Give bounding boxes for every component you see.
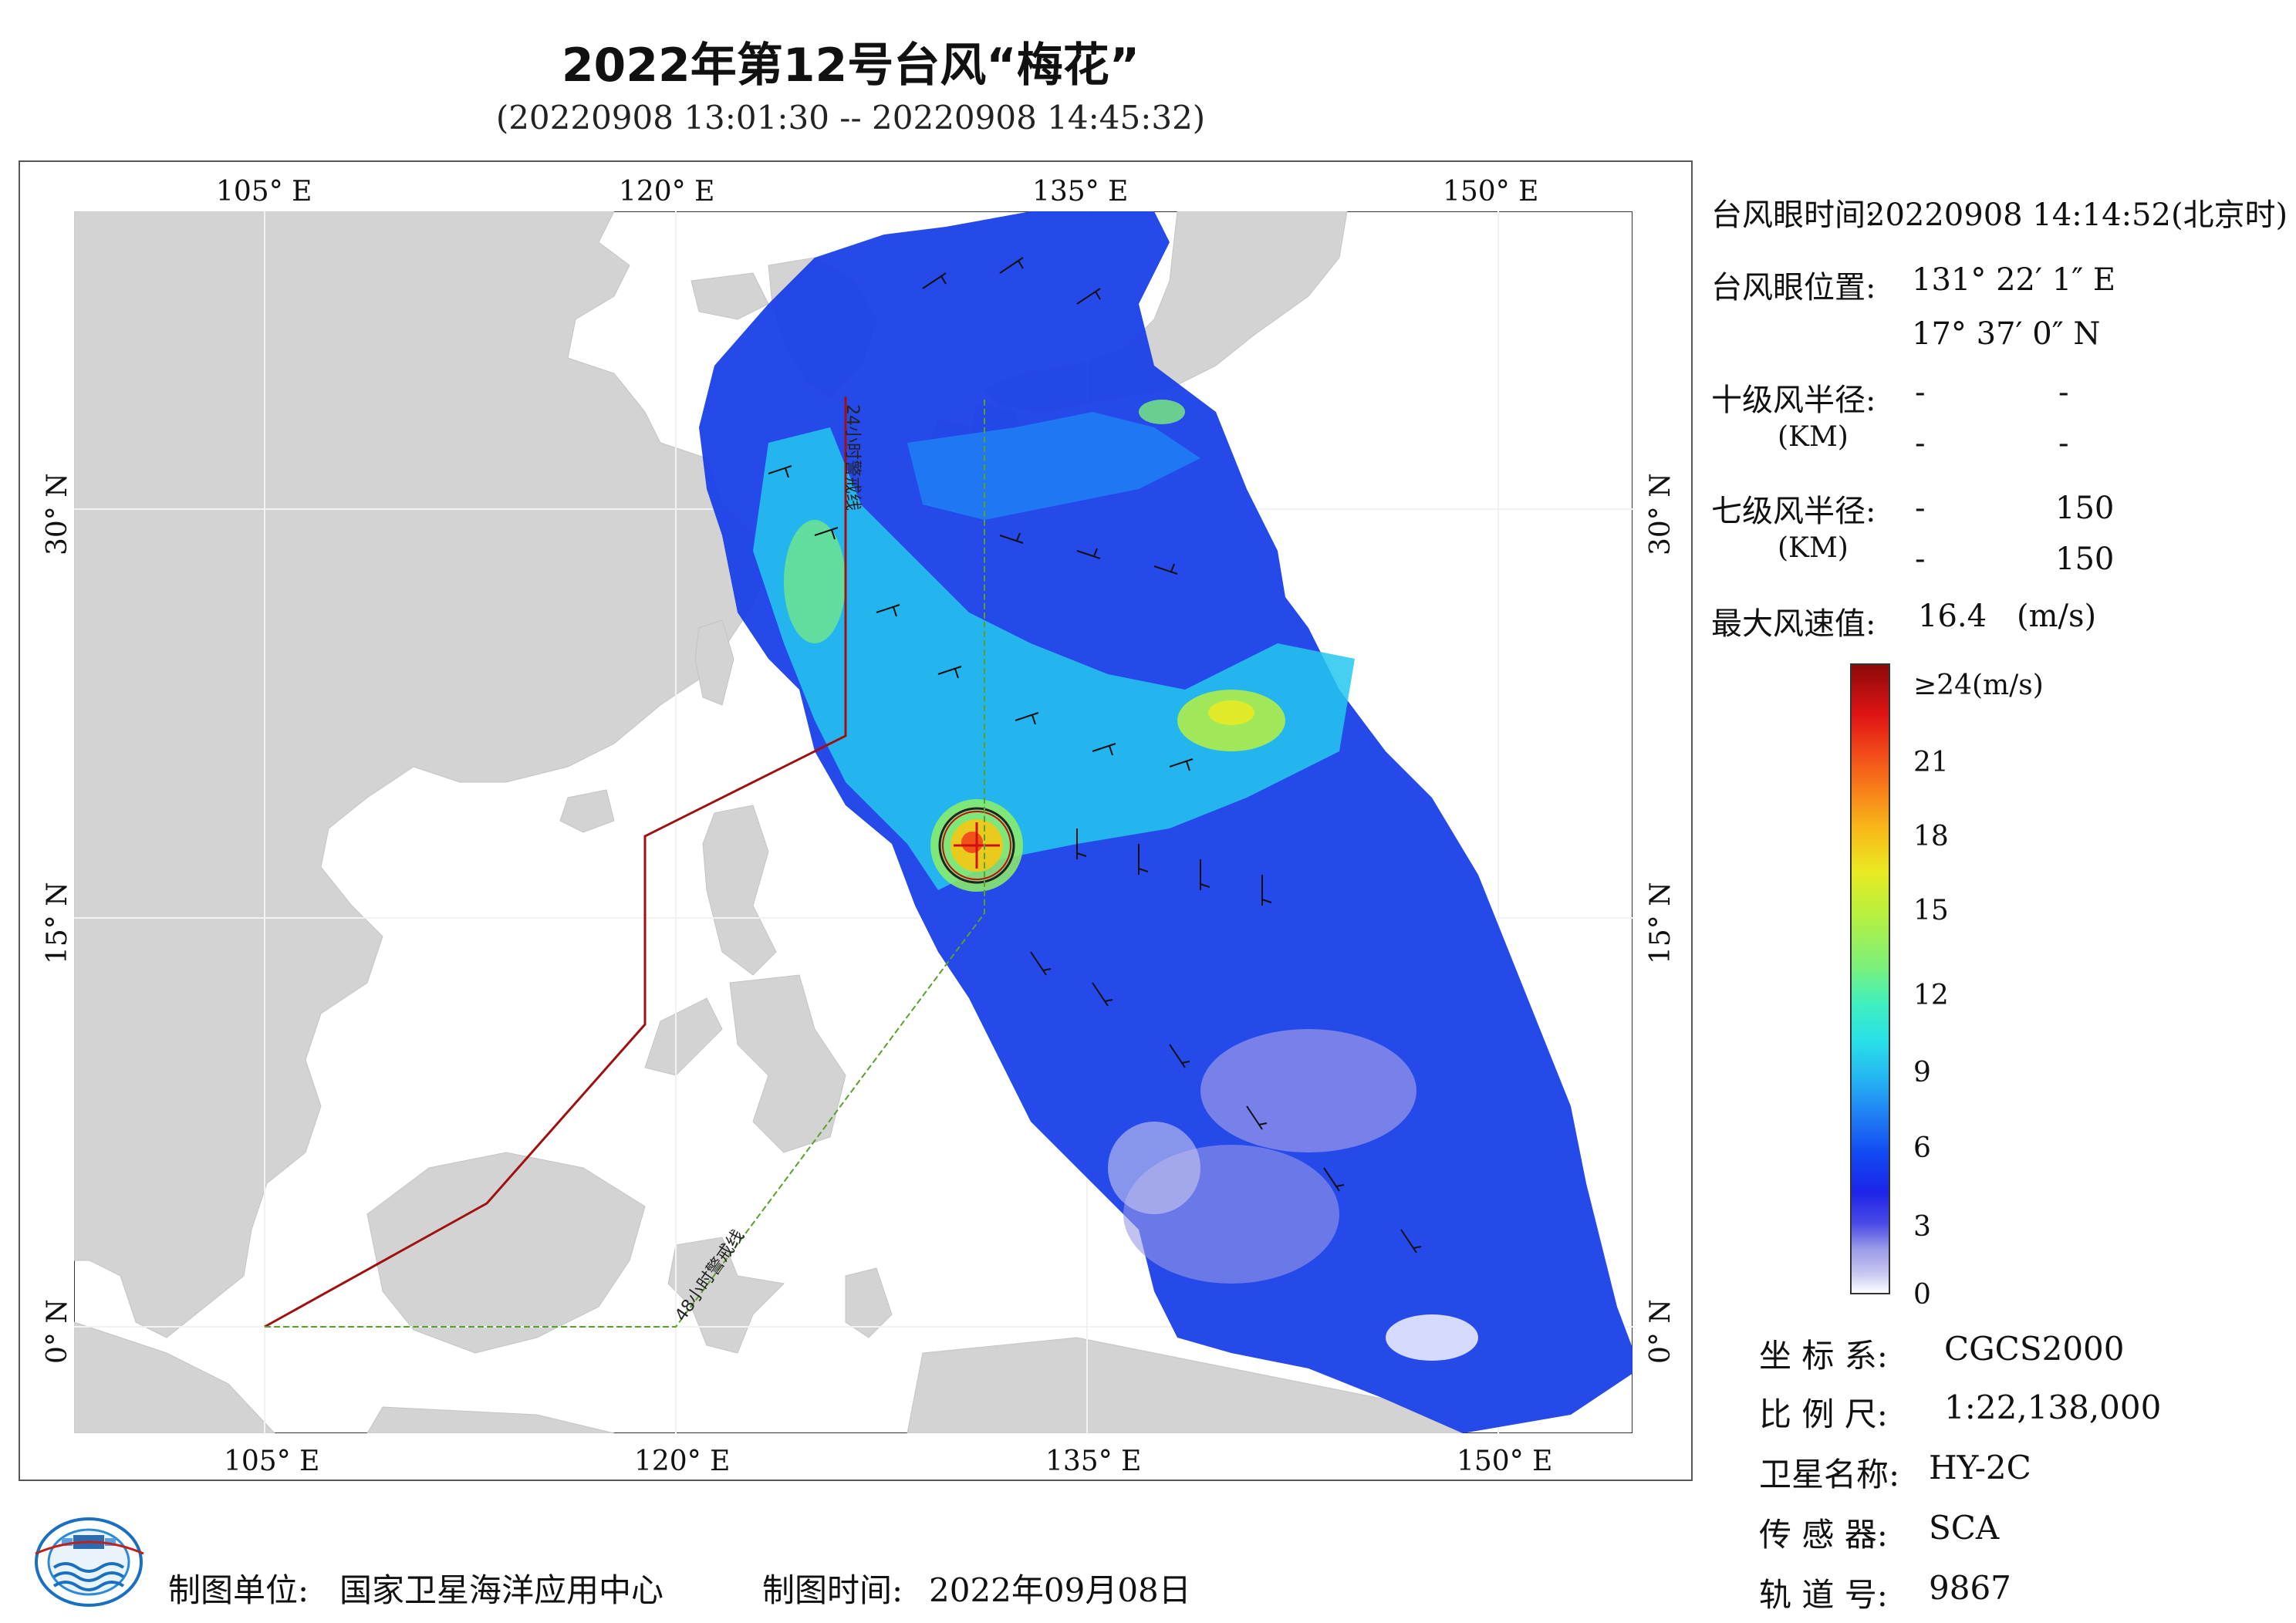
wind-speed-colorbar: [1850, 663, 1890, 1294]
colorbar-label-15: 15: [1913, 895, 1949, 926]
top-lon-label-4: 150° E: [1443, 176, 1539, 208]
colorbar-label-21: 21: [1913, 747, 1949, 778]
sensor-label: 传 感 器:: [1759, 1516, 1888, 1554]
satellite-label: 卫星名称:: [1759, 1456, 1900, 1493]
colorbar-label-12: 12: [1913, 980, 1949, 1011]
crs-value: CGCS2000: [1944, 1330, 2125, 1368]
scale-value: 1:22,138,000: [1944, 1388, 2162, 1426]
eye-time-value: 20220908 14:14:52(北京时): [1866, 197, 2288, 233]
bottom-lon-label-2: 120° E: [634, 1446, 731, 1477]
colorbar-label-6: 6: [1913, 1132, 1931, 1164]
typhoon-wind-map: 24小时警戒线 48小时警戒线: [74, 211, 1633, 1433]
producer-value: 国家卫星海洋应用中心: [339, 1571, 664, 1609]
max-wind-unit: (m/s): [2017, 599, 2097, 634]
r7-value-1: -: [1915, 491, 1926, 526]
bottom-lon-label-3: 135° E: [1045, 1446, 1142, 1477]
r10-value-2: -: [2058, 375, 2069, 410]
eye-latitude: 17° 37′ 0″ N: [1912, 316, 2101, 352]
r7-value-2: 150: [2055, 491, 2115, 526]
colorbar-label-18: 18: [1913, 821, 1949, 852]
colorbar-label-9: 9: [1913, 1057, 1931, 1088]
wind-barbs: [768, 257, 1422, 1254]
warning-line-48h: [265, 396, 985, 1328]
right-lat-label-3: 0° N: [1645, 1299, 1676, 1364]
max-wind-value: 16.4: [1918, 599, 1987, 634]
top-lon-label-2: 120° E: [619, 176, 715, 208]
satellite-value: HY-2C: [1929, 1449, 2031, 1486]
r10-label: 十级风半径:: [1711, 383, 1876, 418]
top-lon-label-3: 135° E: [1032, 176, 1129, 208]
r7-value-4: 150: [2055, 542, 2115, 577]
sensor-value: SCA: [1929, 1509, 2000, 1547]
right-lat-label-1: 30° N: [1645, 473, 1676, 555]
warning-label-24h: 24小时警戒线: [842, 404, 862, 511]
warning-line-24h: [264, 396, 847, 1328]
eye-position-label: 台风眼位置:: [1711, 270, 1876, 305]
left-lat-label-2: 15° N: [42, 882, 73, 964]
top-lon-label-1: 105° E: [216, 176, 312, 208]
bottom-lon-label-4: 150° E: [1457, 1446, 1553, 1477]
eye-time-label: 台风眼时间:: [1711, 197, 1876, 233]
colorbar-label-24: ≥24(m/s): [1913, 670, 2044, 701]
time-range-subtitle: (20220908 13:01:30 -- 20220908 14:45:32): [495, 99, 1206, 137]
r7-value-3: -: [1915, 542, 1926, 577]
colorbar-label-0: 0: [1913, 1279, 1931, 1311]
r10-unit: (KM): [1778, 421, 1849, 453]
r7-label: 七级风半径:: [1711, 494, 1876, 529]
map-title: 2022年第12号台风“梅花”: [561, 39, 1140, 93]
production-date-value: 2022年09月08日: [929, 1571, 1191, 1609]
max-wind-label: 最大风速值:: [1711, 606, 1876, 642]
production-date-label: 制图时间:: [762, 1571, 903, 1609]
bottom-lon-label-1: 105° E: [224, 1446, 320, 1477]
typhoon-eye-marker: [938, 807, 1015, 884]
r10-value-1: -: [1915, 375, 1926, 410]
left-lat-label-3: 0° N: [42, 1299, 73, 1364]
right-lat-label-2: 15° N: [1645, 882, 1676, 964]
r10-value-4: -: [2058, 426, 2069, 461]
orbit-label: 轨 道 号:: [1759, 1576, 1888, 1614]
nsoas-logo-icon: [35, 1517, 144, 1607]
r10-value-3: -: [1915, 426, 1926, 461]
r7-unit: (KM): [1778, 532, 1849, 564]
eye-longitude: 131° 22′ 1″ E: [1912, 262, 2116, 298]
producer-label: 制图单位:: [168, 1571, 309, 1609]
colorbar-label-3: 3: [1913, 1211, 1931, 1243]
scale-label: 比 例 尺:: [1759, 1395, 1888, 1433]
land-masses: [74, 211, 1464, 1433]
left-lat-label-1: 30° N: [42, 473, 73, 555]
wind-swath: [699, 211, 1633, 1433]
orbit-value: 9867: [1929, 1569, 2011, 1607]
crs-label: 坐 标 系:: [1759, 1337, 1888, 1375]
